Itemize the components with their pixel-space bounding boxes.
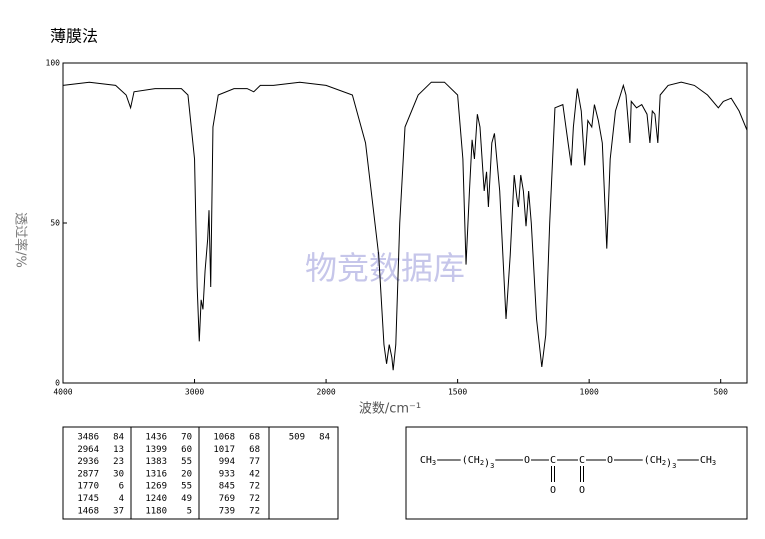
peak-transmittance: 55: [181, 457, 192, 467]
peak-wavenumber: 1436: [145, 433, 167, 443]
y-tick-label: 50: [50, 219, 60, 228]
peak-transmittance: 5: [187, 506, 192, 516]
peak-transmittance: 13: [113, 445, 124, 455]
structure-group: CH3: [700, 455, 716, 467]
y-axis-label: 透过率/%: [13, 212, 29, 268]
peak-transmittance: 72: [249, 506, 260, 516]
peak-transmittance: 4: [119, 494, 124, 504]
peak-transmittance: 23: [113, 457, 124, 467]
peak-transmittance: 84: [319, 433, 330, 443]
peak-transmittance: 60: [181, 445, 192, 455]
plot-frame: [62, 62, 748, 384]
structure-group: (CH2)3: [462, 455, 495, 470]
peak-wavenumber: 994: [219, 457, 235, 467]
peak-wavenumber: 2936: [77, 457, 99, 467]
peak-wavenumber: 1745: [77, 494, 99, 504]
structure-group: CH3: [420, 455, 436, 467]
x-tick-label: 1500: [448, 388, 467, 397]
x-axis-label: 波数/cm⁻¹: [359, 402, 421, 417]
structure-group: O: [607, 455, 613, 466]
watermark: 物竞数据库: [305, 249, 465, 287]
peak-wavenumber: 509: [289, 433, 305, 443]
peak-transmittance: 68: [249, 433, 260, 443]
carbonyl-oxygen: O: [579, 485, 585, 496]
x-tick-label: 3000: [185, 388, 204, 397]
peak-wavenumber: 1269: [145, 482, 167, 492]
structure-group: (CH2)3: [644, 455, 677, 470]
peak-wavenumber: 1399: [145, 445, 167, 455]
peak-transmittance: 72: [249, 494, 260, 504]
structure-group: C: [579, 455, 585, 466]
carbonyl-oxygen: O: [550, 485, 556, 496]
peak-wavenumber: 769: [219, 494, 235, 504]
peak-transmittance: 42: [249, 469, 260, 479]
peak-transmittance: 49: [181, 494, 192, 504]
peak-wavenumber: 1383: [145, 457, 167, 467]
peak-transmittance: 30: [113, 469, 124, 479]
x-tick-label: 2000: [316, 388, 335, 397]
peak-transmittance: 77: [249, 457, 260, 467]
peak-wavenumber: 1240: [145, 494, 167, 504]
x-tick-label: 500: [713, 388, 728, 397]
peak-transmittance: 68: [249, 445, 260, 455]
structure-frame: [405, 426, 748, 520]
peak-wavenumber: 1316: [145, 469, 167, 479]
peak-wavenumber: 1468: [77, 506, 99, 516]
chart-title: 薄膜法: [50, 27, 98, 46]
peak-wavenumber: 933: [219, 469, 235, 479]
spectrum-line: [62, 81, 748, 371]
peak-transmittance: 37: [113, 506, 124, 516]
peak-transmittance: 72: [249, 482, 260, 492]
peak-wavenumber: 739: [219, 506, 235, 516]
x-tick-label: 4000: [53, 388, 72, 397]
peak-transmittance: 20: [181, 469, 192, 479]
peak-wavenumber: 3486: [77, 433, 99, 443]
peak-wavenumber: 1068: [213, 433, 235, 443]
peak-table-frame: [62, 426, 339, 520]
peak-wavenumber: 1180: [145, 506, 167, 516]
peak-transmittance: 55: [181, 482, 192, 492]
peak-wavenumber: 1770: [77, 482, 99, 492]
peak-wavenumber: 845: [219, 482, 235, 492]
y-tick-label: 100: [46, 59, 61, 68]
peak-transmittance: 6: [119, 482, 124, 492]
peak-wavenumber: 1017: [213, 445, 235, 455]
peak-wavenumber: 2964: [77, 445, 99, 455]
y-tick-label: 0: [55, 379, 60, 388]
structure-group: C: [550, 455, 556, 466]
peak-wavenumber: 2877: [77, 469, 99, 479]
peak-transmittance: 70: [181, 433, 192, 443]
structure-group: O: [524, 455, 530, 466]
peak-transmittance: 84: [113, 433, 124, 443]
x-tick-label: 1000: [580, 388, 599, 397]
